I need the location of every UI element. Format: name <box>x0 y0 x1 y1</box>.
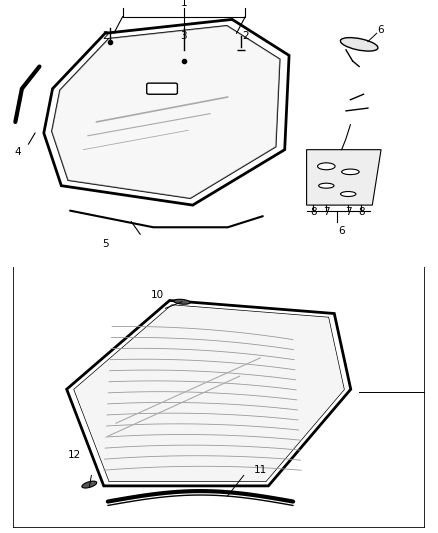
Text: 6: 6 <box>378 26 385 36</box>
Ellipse shape <box>318 183 334 188</box>
Text: 7: 7 <box>323 207 330 217</box>
Text: 8: 8 <box>358 207 365 217</box>
Text: 8: 8 <box>310 207 317 217</box>
Ellipse shape <box>318 163 335 169</box>
Ellipse shape <box>82 481 97 488</box>
Text: 10: 10 <box>151 290 164 300</box>
Polygon shape <box>307 150 381 205</box>
Ellipse shape <box>174 299 190 304</box>
FancyBboxPatch shape <box>147 83 177 94</box>
Text: 5: 5 <box>102 239 109 249</box>
Text: 6: 6 <box>338 227 345 237</box>
Polygon shape <box>74 305 344 481</box>
Polygon shape <box>52 26 280 198</box>
Text: 12: 12 <box>68 449 81 459</box>
Text: 4: 4 <box>14 148 21 157</box>
Text: 2: 2 <box>242 31 249 41</box>
Text: 2: 2 <box>102 31 109 41</box>
Ellipse shape <box>340 38 378 51</box>
Ellipse shape <box>342 169 359 175</box>
Text: 3: 3 <box>180 31 187 41</box>
Text: 1: 1 <box>180 0 187 8</box>
Text: 11: 11 <box>254 465 267 475</box>
Text: 7: 7 <box>345 207 352 217</box>
Ellipse shape <box>341 191 356 197</box>
